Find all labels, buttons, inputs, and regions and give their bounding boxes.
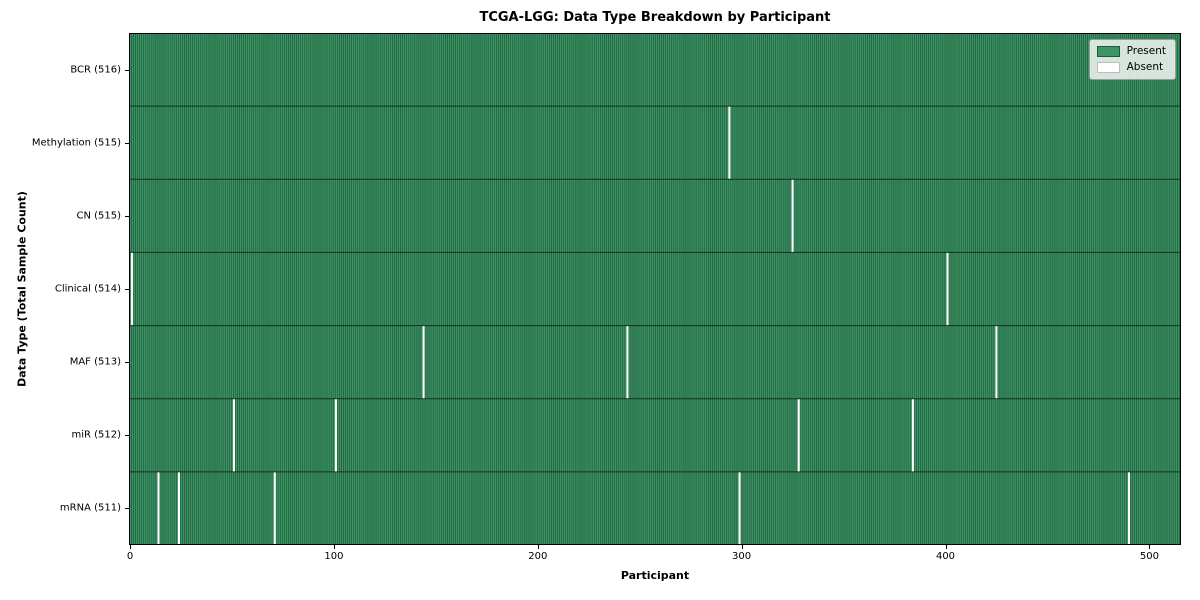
- legend-label: Present: [1126, 45, 1166, 57]
- chart-plot-area: [129, 33, 1181, 545]
- x-tick-label: 100: [324, 551, 344, 562]
- x-tick-mark: [945, 545, 947, 549]
- x-tick-label: 500: [1139, 551, 1159, 562]
- legend-label: Absent: [1126, 61, 1164, 73]
- y-tick-label-maf: MAF (513): [69, 356, 121, 368]
- y-tick-label-cn: CN (515): [76, 210, 121, 222]
- y-axis-label: Data Type (Total Sample Count): [15, 191, 29, 387]
- legend: Present Absent: [1088, 39, 1176, 80]
- legend-swatch-present: [1096, 46, 1120, 57]
- x-tick-mark: [537, 545, 539, 549]
- legend-swatch-absent: [1096, 62, 1120, 73]
- presence-heatmap: [129, 33, 1181, 545]
- x-axis-label: Participant: [620, 569, 690, 582]
- legend-entry-present: Present: [1096, 45, 1166, 57]
- y-tick-mark: [125, 362, 129, 364]
- x-tick-mark: [741, 545, 743, 549]
- x-tick-mark: [1149, 545, 1151, 549]
- x-tick-mark: [130, 545, 131, 549]
- y-tick-mark: [125, 508, 129, 510]
- y-tick-mark: [125, 142, 129, 144]
- y-tick-label-mrna: mRNA (511): [59, 502, 121, 514]
- legend-entry-absent: Absent: [1096, 61, 1166, 73]
- x-tick-label: 0: [126, 551, 134, 562]
- x-tick-label: 300: [732, 551, 752, 562]
- chart-title: TCGA-LGG: Data Type Breakdown by Partici…: [479, 10, 831, 25]
- y-tick-mark: [125, 69, 129, 71]
- y-tick-label-bcr: BCR (516): [70, 64, 121, 76]
- y-tick-label-methylation: Methylation (515): [31, 137, 121, 149]
- y-tick-mark: [125, 215, 129, 217]
- y-tick-label-clinical: Clinical (514): [54, 283, 121, 295]
- x-tick-label: 200: [528, 551, 548, 562]
- y-tick-mark: [125, 435, 129, 437]
- x-tick-label: 400: [935, 551, 956, 562]
- y-tick-mark: [125, 289, 129, 290]
- x-tick-mark: [333, 545, 335, 549]
- y-tick-label-mir: miR (512): [71, 429, 121, 441]
